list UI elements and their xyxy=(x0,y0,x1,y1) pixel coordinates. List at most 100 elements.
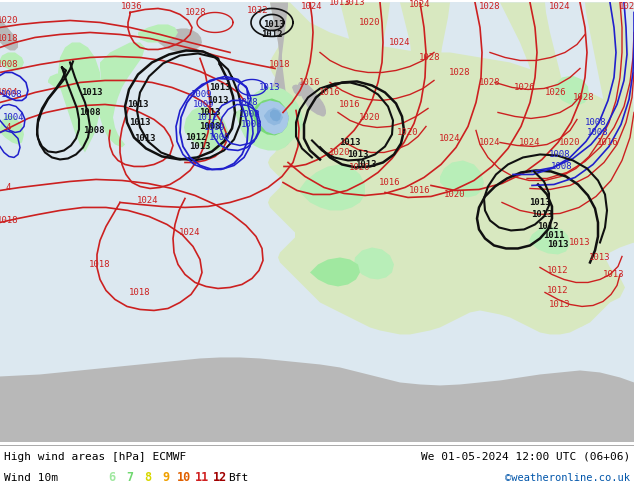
Polygon shape xyxy=(292,84,303,97)
Text: 1026: 1026 xyxy=(545,88,567,97)
Text: 1016: 1016 xyxy=(299,78,321,87)
Polygon shape xyxy=(310,257,360,287)
Text: 1018: 1018 xyxy=(89,260,111,269)
Text: 4: 4 xyxy=(5,123,11,132)
Polygon shape xyxy=(268,22,280,31)
Text: 1020: 1020 xyxy=(444,190,466,199)
Text: 1016: 1016 xyxy=(410,186,430,195)
Text: 1009: 1009 xyxy=(204,123,226,132)
Text: Bft: Bft xyxy=(228,473,248,483)
Text: 1013: 1013 xyxy=(199,108,221,117)
Polygon shape xyxy=(0,2,18,50)
Text: 1028: 1028 xyxy=(573,93,595,102)
Text: 10: 10 xyxy=(177,471,191,485)
Text: 1018: 1018 xyxy=(0,216,19,225)
Text: 1008: 1008 xyxy=(549,150,571,159)
Polygon shape xyxy=(500,2,596,327)
Text: 1013: 1013 xyxy=(263,20,285,29)
Polygon shape xyxy=(354,247,394,279)
Text: 1024: 1024 xyxy=(410,0,430,9)
Text: 1009: 1009 xyxy=(193,100,215,109)
Text: 1013: 1013 xyxy=(129,118,151,127)
Text: 1012: 1012 xyxy=(197,113,219,122)
Text: 1008: 1008 xyxy=(83,126,105,135)
Text: 1018: 1018 xyxy=(269,60,291,69)
Text: 1018: 1018 xyxy=(129,288,151,297)
Text: 1020: 1020 xyxy=(559,138,581,147)
Text: 1028: 1028 xyxy=(450,68,471,77)
Text: 1020: 1020 xyxy=(349,163,371,172)
Polygon shape xyxy=(255,100,289,134)
Text: 1008: 1008 xyxy=(587,128,609,137)
Polygon shape xyxy=(0,52,24,71)
Text: 1032: 1032 xyxy=(247,6,269,15)
Text: 1020: 1020 xyxy=(398,128,418,137)
Text: 1036: 1036 xyxy=(121,2,143,11)
Text: 1028: 1028 xyxy=(479,2,501,11)
Text: 1013: 1013 xyxy=(547,240,569,249)
Text: 1016: 1016 xyxy=(597,138,619,147)
Text: 1018: 1018 xyxy=(0,34,19,43)
Text: 4: 4 xyxy=(5,183,11,192)
Text: 1008: 1008 xyxy=(551,162,573,171)
Text: 1013: 1013 xyxy=(589,253,611,262)
Text: 11: 11 xyxy=(195,471,209,485)
Text: 1028: 1028 xyxy=(185,8,207,17)
Text: 1013: 1013 xyxy=(127,100,149,109)
Text: 1004: 1004 xyxy=(0,88,19,97)
Polygon shape xyxy=(340,2,392,141)
Polygon shape xyxy=(0,358,634,442)
Text: 1026: 1026 xyxy=(514,83,536,92)
Text: 1013: 1013 xyxy=(259,83,281,92)
Text: 1013: 1013 xyxy=(569,238,591,247)
Text: ©weatheronline.co.uk: ©weatheronline.co.uk xyxy=(505,473,630,483)
Text: 1024: 1024 xyxy=(179,228,201,237)
Text: 1024: 1024 xyxy=(389,38,411,47)
Polygon shape xyxy=(440,160,484,197)
Polygon shape xyxy=(48,74,72,90)
Text: 8: 8 xyxy=(145,471,152,485)
Text: 12: 12 xyxy=(213,471,227,485)
Text: 1008: 1008 xyxy=(585,118,607,127)
Polygon shape xyxy=(158,28,202,52)
Polygon shape xyxy=(138,24,178,43)
Text: 1024: 1024 xyxy=(519,138,541,147)
Text: 1020: 1020 xyxy=(329,148,351,157)
Text: 1024: 1024 xyxy=(479,138,501,147)
Text: High wind areas [hPa] ECMWF: High wind areas [hPa] ECMWF xyxy=(4,452,186,462)
Text: 1028: 1028 xyxy=(479,78,501,87)
Text: 1016: 1016 xyxy=(339,100,361,109)
Text: 1012: 1012 xyxy=(537,222,559,231)
Text: 1024: 1024 xyxy=(619,2,634,11)
Text: 1008: 1008 xyxy=(0,60,19,69)
Text: 1020: 1020 xyxy=(359,18,381,27)
Text: 1008: 1008 xyxy=(237,98,259,107)
Text: 9: 9 xyxy=(162,471,169,485)
Text: 1008: 1008 xyxy=(239,110,261,119)
Text: 1024: 1024 xyxy=(301,2,323,11)
Text: 1012: 1012 xyxy=(547,266,569,275)
Text: 1009: 1009 xyxy=(209,133,231,142)
Text: 1013: 1013 xyxy=(339,138,361,147)
Text: Wind 10m: Wind 10m xyxy=(4,473,58,483)
Text: 1013: 1013 xyxy=(529,198,551,207)
Text: 1024: 1024 xyxy=(549,2,571,11)
Text: 1013: 1013 xyxy=(209,83,231,92)
Text: 7: 7 xyxy=(126,471,134,485)
Polygon shape xyxy=(268,2,634,335)
Text: 1013: 1013 xyxy=(531,210,553,219)
Polygon shape xyxy=(0,2,634,442)
Text: 1013: 1013 xyxy=(329,0,351,7)
Polygon shape xyxy=(529,226,570,254)
Polygon shape xyxy=(264,107,283,125)
Polygon shape xyxy=(554,75,589,105)
Text: 1013: 1013 xyxy=(549,300,571,309)
Polygon shape xyxy=(300,165,365,211)
Text: 1013: 1013 xyxy=(207,96,229,105)
Polygon shape xyxy=(184,106,228,150)
Text: 1012: 1012 xyxy=(547,286,569,295)
Text: 1028: 1028 xyxy=(419,53,441,62)
Polygon shape xyxy=(58,43,102,152)
Polygon shape xyxy=(0,115,24,145)
Polygon shape xyxy=(99,43,145,147)
